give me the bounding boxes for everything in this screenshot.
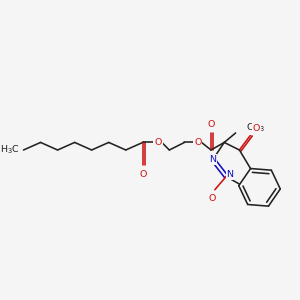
Text: H$_3$C: H$_3$C (0, 144, 20, 156)
Text: O: O (207, 120, 215, 129)
Text: N: N (209, 155, 216, 164)
Text: O: O (208, 194, 216, 203)
Text: N: N (226, 170, 233, 179)
Text: O: O (194, 138, 201, 147)
Text: O: O (253, 124, 260, 133)
Text: O: O (154, 138, 162, 147)
Text: O: O (139, 170, 146, 179)
Text: CH$_3$: CH$_3$ (246, 122, 266, 134)
